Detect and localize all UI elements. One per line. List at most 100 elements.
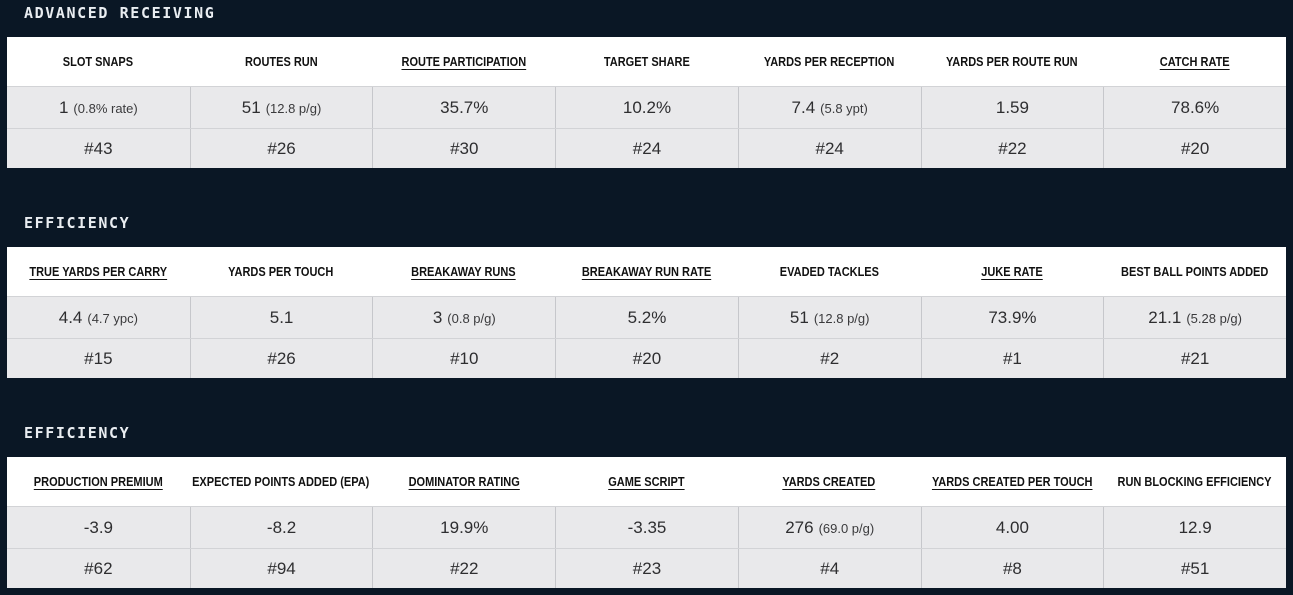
stat-value-cell: 1 (0.8% rate) [7, 87, 190, 128]
stat-section: EFFICIENCY TRUE YARDS PER CARRY YARDS PER… [0, 168, 1293, 378]
stat-note: (69.0 p/g) [818, 521, 875, 536]
stat-table: PRODUCTION PREMIUM EXPECTED POINTS ADDED … [7, 457, 1286, 588]
stat-value: -3.35 [627, 518, 667, 537]
column-header-link[interactable]: CATCH RATE [1159, 54, 1230, 69]
column-header: YARDS PER RECEPTION [738, 37, 921, 86]
stat-rank-cell: #1 [920, 339, 1104, 378]
stat-rank: #4 [820, 558, 840, 578]
column-header: PRODUCTION PREMIUM [7, 457, 190, 506]
column-header: YARDS PER TOUCH [190, 247, 373, 296]
stat-rank: #8 [1002, 558, 1022, 578]
stat-value: -3.9 [83, 518, 113, 537]
stat-rank: #26 [267, 138, 296, 158]
column-header-link[interactable]: PRODUCTION PREMIUM [33, 474, 163, 489]
stat-rank-cell: #94 [189, 549, 373, 588]
column-header-link[interactable]: BREAKAWAY RUN RATE [581, 264, 712, 279]
stat-value: 19.9% [440, 518, 489, 537]
column-header-label: RUN BLOCKING EFFICIENCY [1117, 474, 1272, 489]
column-header-link[interactable]: TRUE YARDS PER CARRY [29, 264, 168, 279]
stat-value: 73.9% [988, 308, 1037, 327]
stat-value: 276 [785, 518, 814, 537]
stat-rank-cell: #4 [737, 549, 921, 588]
stat-value: 12.9 [1178, 518, 1212, 537]
column-header-label: YARDS PER ROUTE RUN [946, 54, 1078, 69]
stat-rank: #23 [632, 558, 662, 578]
stat-rank-cell: #15 [7, 339, 190, 378]
stat-section: EFFICIENCY PRODUCTION PREMIUM EXPECTED PO… [0, 378, 1293, 588]
stat-value-cell: 12.9 [1103, 507, 1286, 548]
column-header-link[interactable]: YARDS CREATED [782, 474, 876, 489]
stat-value-cell: 51 (12.8 p/g) [737, 297, 921, 338]
stat-rank: #20 [1180, 138, 1210, 158]
stat-rank: #43 [84, 138, 113, 158]
stat-rank-cell: #51 [1103, 549, 1286, 588]
stat-rank: #20 [632, 348, 662, 368]
stat-rank-cell: #22 [920, 129, 1104, 168]
stat-rank: #22 [998, 138, 1027, 158]
stat-rank-cell: #24 [737, 129, 921, 168]
stat-value-cell: 4.4 (4.7 ypc) [7, 297, 190, 338]
stat-note: (12.8 p/g) [265, 101, 322, 116]
stat-rank: #2 [820, 348, 840, 368]
section-title: ADVANCED RECEIVING [24, 4, 216, 22]
stat-value-cell: 73.9% [920, 297, 1104, 338]
column-header: EVADED TACKLES [738, 247, 921, 296]
column-header-label: TARGET SHARE [603, 54, 690, 69]
stat-rank-cell: #24 [555, 129, 738, 168]
stat-value-cell: -3.35 [555, 507, 738, 548]
stat-value: 1.59 [995, 98, 1029, 117]
column-header: GAME SCRIPT [555, 457, 738, 506]
column-header-link[interactable]: JUKE RATE [981, 264, 1043, 279]
stat-rank: #62 [84, 558, 113, 578]
stat-value: 7.4 [791, 98, 816, 117]
stat-value-cell: 19.9% [372, 507, 555, 548]
column-header: TARGET SHARE [555, 37, 738, 86]
stat-value: -8.2 [266, 518, 297, 537]
column-header-link[interactable]: ROUTE PARTICIPATION [401, 54, 527, 69]
table-header-row: PRODUCTION PREMIUM EXPECTED POINTS ADDED … [7, 457, 1286, 506]
column-header-label: BEST BALL POINTS ADDED [1120, 264, 1269, 279]
stat-value: 78.6% [1171, 98, 1220, 117]
stat-value-cell: -8.2 [189, 507, 373, 548]
stat-value-cell: 35.7% [372, 87, 555, 128]
stat-rank: #94 [267, 558, 296, 578]
stat-value-cell: -3.9 [7, 507, 190, 548]
stat-value: 1 [58, 98, 69, 117]
column-header: YARDS CREATED PER TOUCH [921, 457, 1104, 506]
stat-value: 51 [241, 98, 261, 117]
column-header: JUKE RATE [921, 247, 1104, 296]
stat-rank-cell: #2 [737, 339, 921, 378]
stat-value-cell: 5.1 [189, 297, 373, 338]
stat-table: TRUE YARDS PER CARRY YARDS PER TOUCH BREAK… [7, 247, 1286, 378]
stat-note: (12.8 p/g) [813, 311, 870, 326]
column-header-label: YARDS PER TOUCH [228, 264, 334, 279]
column-header-label: SLOT SNAPS [63, 54, 134, 69]
stat-note: (5.28 p/g) [1186, 311, 1242, 326]
column-header-link[interactable]: DOMINATOR RATING [408, 474, 520, 489]
section-title: EFFICIENCY [24, 214, 131, 232]
stat-rank-cell: #23 [555, 549, 738, 588]
stat-value-cell: 78.6% [1103, 87, 1286, 128]
column-header-label: ROUTES RUN [244, 54, 318, 69]
stat-rank: #22 [450, 558, 479, 578]
column-header-link[interactable]: GAME SCRIPT [608, 474, 685, 489]
stat-rank: #21 [1180, 348, 1210, 368]
stat-value: 4.00 [995, 518, 1029, 537]
column-header: RUN BLOCKING EFFICIENCY [1103, 457, 1286, 506]
stat-value-cell: 21.1 (5.28 p/g) [1103, 297, 1286, 338]
stat-rank: #30 [450, 138, 479, 158]
column-header: ROUTES RUN [190, 37, 373, 86]
stat-rank-cell: #22 [372, 549, 555, 588]
column-header-link[interactable]: BREAKAWAY RUNS [411, 264, 517, 279]
stat-value: 5.1 [269, 308, 294, 327]
stat-rank-cell: #62 [7, 549, 190, 588]
column-header-link[interactable]: YARDS CREATED PER TOUCH [931, 474, 1093, 489]
stat-value-cell: 10.2% [555, 87, 738, 128]
stat-value: 51 [789, 308, 809, 327]
column-header: YARDS PER ROUTE RUN [921, 37, 1104, 86]
table-rank-row: #43 #26 #30 #24 #24 #22 #20 [7, 128, 1286, 168]
column-header-label: EXPECTED POINTS ADDED (EPA) [192, 474, 370, 489]
stat-rank: #26 [267, 348, 296, 368]
